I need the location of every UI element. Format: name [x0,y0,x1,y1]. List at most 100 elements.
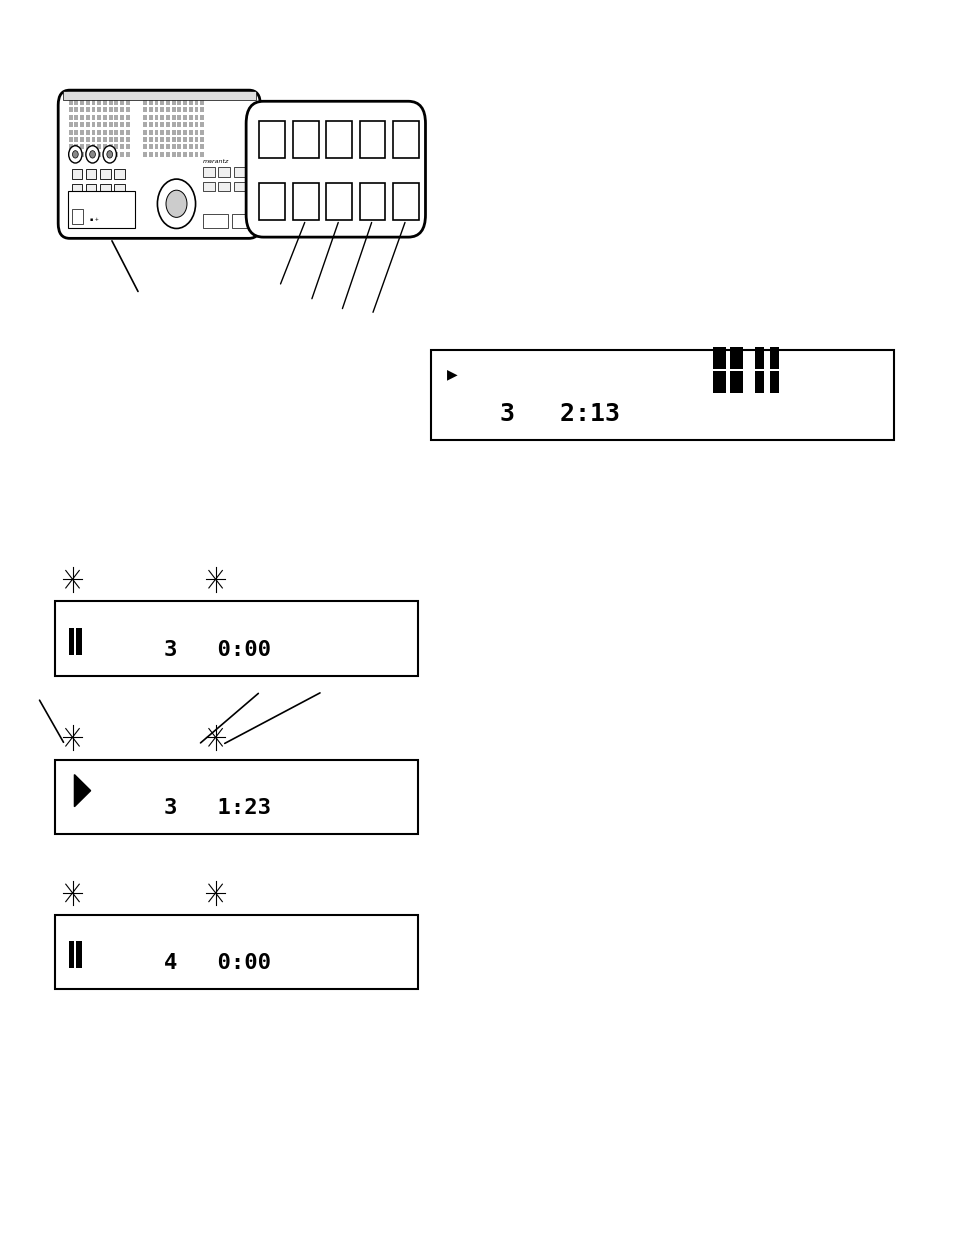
Bar [166,130,170,135]
Bar [326,121,352,158]
Bar [160,152,164,157]
Bar [114,152,118,157]
Bar [126,144,130,149]
Bar [114,169,125,179]
Bar [100,169,111,179]
Bar [120,130,124,135]
Bar [177,100,181,105]
Bar [80,122,84,127]
Bar [172,152,175,157]
Bar [166,137,170,142]
Circle shape [157,179,195,228]
Bar [109,100,112,105]
Bar [172,137,175,142]
Bar [149,144,152,149]
Bar [189,137,193,142]
Bar [200,100,204,105]
Bar [166,115,170,120]
Bar [754,370,763,393]
Bar [194,122,198,127]
Bar [114,144,118,149]
Bar [91,130,95,135]
Bar [154,152,158,157]
Bar [91,100,95,105]
Bar [194,115,198,120]
Bar [103,137,107,142]
Bar [86,107,90,112]
Bar [160,107,164,112]
Bar [712,370,725,393]
Bar [71,209,83,224]
Bar [200,130,204,135]
Bar [91,107,95,112]
Bar [109,152,112,157]
Bar [76,627,82,655]
Bar [120,115,124,120]
Bar [86,122,90,127]
Bar [183,107,187,112]
Bar [97,144,101,149]
Bar [126,115,130,120]
Bar [69,130,72,135]
Bar [189,122,193,127]
Bar [120,152,124,157]
Bar [194,137,198,142]
Bar [126,152,130,157]
Bar [769,370,779,393]
Text: 3   2:13: 3 2:13 [499,403,619,426]
Bar [218,182,230,191]
Bar [172,107,175,112]
Bar [143,130,147,135]
Bar [126,100,130,105]
Bar [74,100,78,105]
Text: 4   0:00: 4 0:00 [164,953,271,973]
Bar [194,152,198,157]
Bar [160,100,164,105]
Circle shape [107,151,112,158]
Bar [177,152,181,157]
Bar [97,115,101,120]
Bar [103,122,107,127]
Bar [233,182,245,191]
Bar [172,122,175,127]
Bar [166,100,170,105]
Bar [143,144,147,149]
Bar [183,130,187,135]
Bar [114,137,118,142]
Bar [200,122,204,127]
Bar [177,107,181,112]
Bar [183,115,187,120]
Bar [200,144,204,149]
Bar [103,115,107,120]
Bar [189,115,193,120]
Bar [120,107,124,112]
Bar [109,130,112,135]
Bar [103,107,107,112]
Bar [69,941,74,968]
Bar [74,107,78,112]
Bar [69,144,72,149]
Bar [91,152,95,157]
Bar [754,347,763,369]
Text: ▶: ▶ [446,368,457,382]
Bar [149,100,152,105]
Bar [109,107,112,112]
Bar [326,183,352,220]
Bar [74,152,78,157]
Bar [126,122,130,127]
Bar [120,137,124,142]
Bar [177,144,181,149]
Bar [114,122,118,127]
Bar [91,122,95,127]
Bar [154,100,158,105]
Bar [114,100,118,105]
Bar [97,130,101,135]
Bar [55,915,417,989]
Bar [143,107,147,112]
Bar [203,214,228,228]
Bar [183,122,187,127]
Bar [177,115,181,120]
Bar [149,152,152,157]
Bar [143,122,147,127]
Bar [203,167,214,177]
